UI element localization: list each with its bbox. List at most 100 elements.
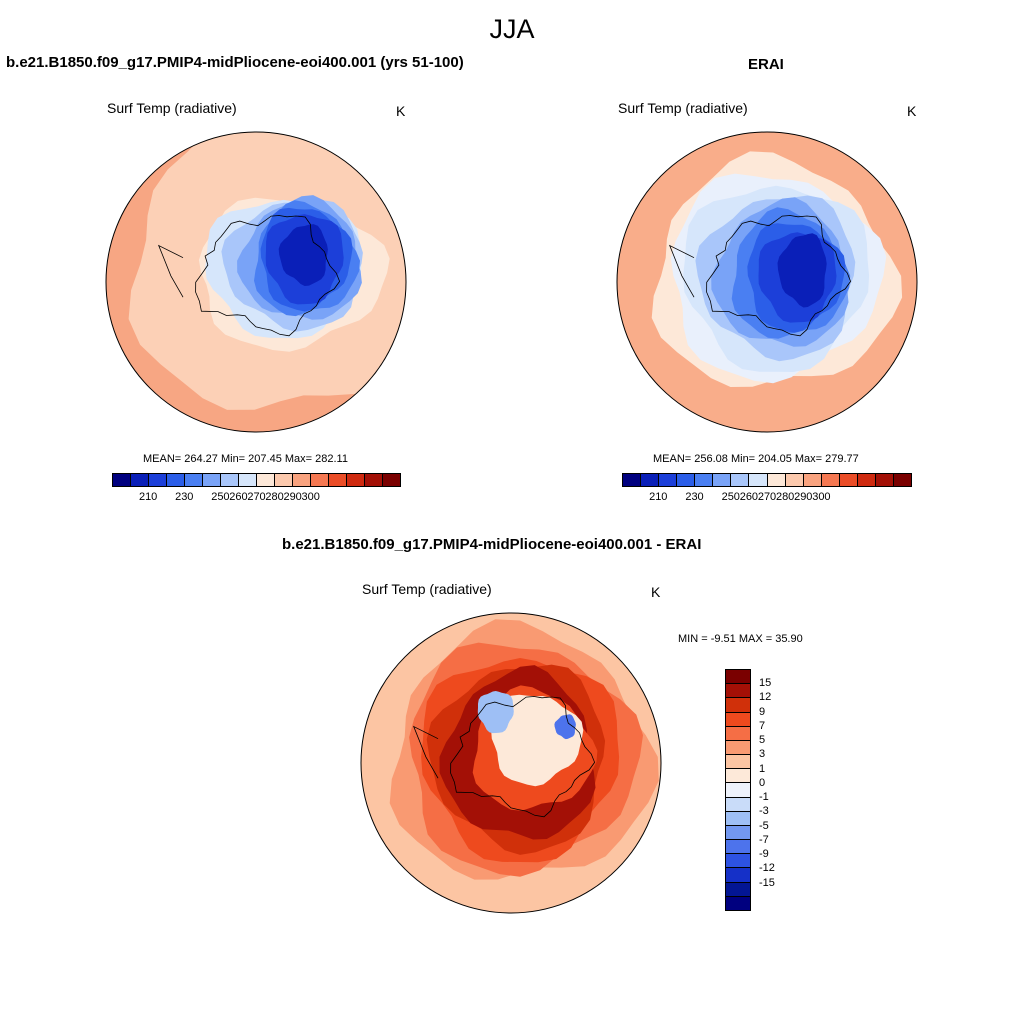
model-colorbar-swatch — [239, 474, 257, 486]
obs-antarctica-coastline — [706, 215, 852, 337]
model-colorbar-tick-label: 290 — [283, 491, 302, 503]
diff-colorbar: 15 12 9 7 5 3 1 0 -1 -3 -5 -7 -9 -12 -15 — [725, 669, 805, 911]
obs-colorbar-tick-label: 250 — [721, 491, 740, 503]
diff-panel-title: b.e21.B1850.f09_g17.PMIP4-midPliocene-eo… — [282, 536, 702, 553]
model-peninsula-coastline — [157, 244, 184, 298]
model-colorbar: 210 230 250 260 270 280 290 300 — [112, 473, 401, 503]
diff-colorbar-swatch — [726, 740, 750, 756]
model-stats-label: MEAN= 264.27 Min= 207.45 Max= 282.11 — [143, 453, 348, 465]
model-colorbar-swatch — [275, 474, 293, 486]
obs-peninsula-coastline — [668, 244, 695, 298]
model-colorbar-tick-label: 270 — [247, 491, 266, 503]
obs-colorbar-swatch — [713, 474, 732, 486]
obs-stats-label: MEAN= 256.08 Min= 204.05 Max= 279.77 — [653, 453, 859, 465]
diff-colorbar-tick-label: -12 — [759, 862, 775, 875]
diff-colorbar-tick-label: -15 — [759, 876, 775, 889]
obs-colorbar-tick-label: 280 — [775, 491, 795, 503]
model-colorbar-swatch — [257, 474, 275, 486]
diff-map-border — [360, 612, 662, 914]
model-polar-map — [105, 131, 407, 433]
model-contour-band — [278, 224, 328, 286]
obs-polar-map — [616, 131, 918, 433]
obs-panel-title: ERAI — [748, 56, 784, 73]
diff-colorbar-swatch — [726, 882, 750, 897]
obs-colorbar-swatch — [893, 474, 911, 486]
diff-colorbar-swatch — [726, 726, 750, 741]
diff-coastline — [412, 696, 596, 818]
obs-contour-band — [777, 233, 827, 308]
diff-colorbar-tick-label: -7 — [759, 833, 769, 846]
obs-variable-label: Surf Temp (radiative) — [618, 100, 748, 116]
model-colorbar-swatch — [167, 474, 185, 486]
diff-colorbar-tick-label: -3 — [759, 805, 769, 818]
model-map-border — [105, 131, 407, 433]
diff-colorbar-tick-label: 1 — [759, 762, 766, 775]
model-panel-title: b.e21.B1850.f09_g17.PMIP4-midPliocene-eo… — [6, 54, 464, 71]
model-colorbar-swatch — [221, 474, 239, 486]
obs-colorbar-swatch — [767, 474, 786, 486]
diff-colorbar-tick-label: 5 — [759, 734, 766, 747]
diff-colorbar-tick-label: 15 — [759, 677, 772, 690]
obs-colorbar-swatch — [875, 474, 894, 486]
obs-colorbar-swatch — [731, 474, 750, 486]
obs-colorbar-tick-label: 260 — [739, 491, 759, 503]
model-colorbar-swatch — [347, 474, 365, 486]
diff-contour-band — [477, 691, 514, 734]
obs-colorbar-swatch — [857, 474, 876, 486]
obs-colorbar-swatch — [803, 474, 822, 486]
diff-colorbar-tick-label: -9 — [759, 848, 769, 861]
model-map-fill — [105, 131, 407, 433]
model-colorbar-swatch — [329, 474, 347, 486]
model-units-label: K — [396, 103, 406, 119]
model-colorbar-tick-label: 230 — [175, 491, 194, 503]
obs-colorbar: 210 230 250 260 270 280 290 300 — [622, 473, 912, 503]
obs-colorbar-swatch — [677, 474, 696, 486]
model-colorbar-tick-label: 260 — [229, 491, 248, 503]
diff-colorbar-tick-label: 7 — [759, 719, 766, 732]
diff-stats-label: MIN = -9.51 MAX = 35.90 — [678, 633, 803, 645]
diff-colorbar-swatch — [726, 698, 750, 713]
model-colorbar-tick-label: 300 — [301, 491, 320, 503]
obs-colorbar-swatch — [839, 474, 858, 486]
model-colorbar-swatch — [203, 474, 221, 486]
model-colorbar-swatch — [149, 474, 167, 486]
diff-colorbar-swatch — [726, 712, 750, 727]
obs-colorbar-swatch — [695, 474, 714, 486]
model-colorbar-swatch — [365, 474, 383, 486]
diff-peninsula-coastline — [412, 725, 439, 779]
obs-colorbar-swatch — [749, 474, 768, 486]
diff-contour-band — [554, 714, 576, 740]
diff-colorbar-swatch — [726, 684, 750, 699]
diff-colorbar-swatch — [726, 868, 750, 883]
obs-colorbar-tick-label: 270 — [757, 491, 777, 503]
diff-units-label: K — [651, 584, 661, 600]
diff-colorbar-swatch — [726, 755, 750, 770]
diff-polar-map — [360, 612, 662, 914]
diff-map-fill — [360, 612, 662, 914]
obs-colorbar-tick-label: 290 — [794, 491, 813, 503]
diff-colorbar-swatch — [726, 854, 750, 869]
model-antarctica-coastline — [195, 215, 341, 337]
model-colorbar-tick-label: 210 — [138, 491, 158, 503]
obs-coastline — [668, 215, 852, 337]
model-colorbar-swatch — [131, 474, 149, 486]
diff-colorbar-tick-label: 12 — [759, 691, 772, 704]
diff-colorbar-swatch — [726, 811, 750, 826]
diff-colorbar-swatch — [726, 825, 750, 841]
model-colorbar-swatch — [311, 474, 329, 486]
model-colorbar-tick-label: 250 — [211, 491, 230, 503]
diff-colorbar-swatch — [726, 797, 750, 812]
obs-colorbar-swatch — [785, 474, 804, 486]
obs-colorbar-swatch — [641, 474, 660, 486]
obs-map-border — [616, 131, 918, 433]
figure-title: JJA — [489, 14, 535, 44]
obs-colorbar-tick-label: 300 — [812, 491, 831, 503]
diff-colorbar-tick-label: 0 — [759, 776, 766, 789]
diff-colorbar-swatch — [726, 840, 750, 855]
model-coastline — [157, 215, 341, 337]
diff-antarctica-coastline — [450, 696, 596, 818]
model-colorbar-tick-label: 280 — [265, 491, 284, 503]
diff-colorbar-swatch — [726, 670, 750, 685]
model-colorbar-swatch — [113, 474, 131, 486]
model-variable-label: Surf Temp (radiative) — [107, 100, 237, 116]
